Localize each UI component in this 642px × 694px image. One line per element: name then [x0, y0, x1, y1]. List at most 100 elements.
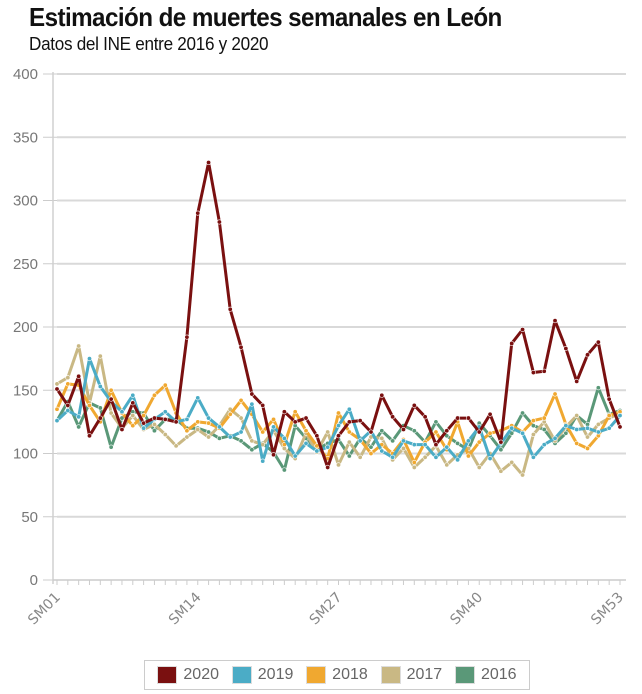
data-point[interactable] [314, 448, 320, 454]
data-point[interactable] [563, 430, 569, 436]
data-point[interactable] [455, 415, 461, 421]
data-point[interactable] [574, 440, 580, 446]
data-point[interactable] [379, 428, 385, 434]
data-point[interactable] [335, 462, 341, 468]
data-point[interactable] [184, 334, 190, 340]
data-point[interactable] [108, 396, 114, 402]
data-point[interactable] [520, 430, 526, 436]
data-point[interactable] [400, 445, 406, 451]
data-point[interactable] [574, 426, 580, 432]
data-point[interactable] [422, 414, 428, 420]
data-point[interactable] [271, 416, 277, 422]
data-point[interactable] [346, 419, 352, 425]
data-point[interactable] [541, 415, 547, 421]
data-point[interactable] [260, 402, 266, 408]
data-point[interactable] [509, 425, 515, 431]
data-point[interactable] [54, 381, 60, 387]
data-point[interactable] [552, 391, 558, 397]
data-point[interactable] [368, 444, 374, 450]
data-point[interactable] [216, 424, 222, 430]
data-point[interactable] [238, 429, 244, 435]
data-point[interactable] [281, 467, 287, 473]
data-point[interactable] [335, 423, 341, 429]
data-point[interactable] [357, 438, 363, 444]
data-point[interactable] [617, 413, 623, 419]
data-point[interactable] [520, 327, 526, 333]
data-point[interactable] [216, 219, 222, 225]
data-point[interactable] [606, 413, 612, 419]
data-point[interactable] [271, 452, 277, 458]
data-point[interactable] [108, 444, 114, 450]
data-point[interactable] [97, 415, 103, 421]
data-point[interactable] [465, 453, 471, 459]
data-point[interactable] [54, 386, 60, 392]
data-point[interactable] [260, 429, 266, 435]
data-point[interactable] [314, 433, 320, 439]
data-point[interactable] [271, 424, 277, 430]
data-point[interactable] [141, 425, 147, 431]
data-point[interactable] [487, 430, 493, 436]
data-point[interactable] [455, 440, 461, 446]
data-point[interactable] [357, 418, 363, 424]
data-point[interactable] [595, 339, 601, 345]
data-point[interactable] [520, 410, 526, 416]
data-point[interactable] [509, 340, 515, 346]
data-point[interactable] [379, 392, 385, 398]
data-point[interactable] [54, 406, 60, 412]
data-point[interactable] [206, 420, 212, 426]
data-point[interactable] [411, 428, 417, 434]
data-point[interactable] [162, 416, 168, 422]
data-point[interactable] [292, 453, 298, 459]
data-point[interactable] [65, 407, 71, 413]
data-point[interactable] [184, 434, 190, 440]
data-point[interactable] [368, 450, 374, 456]
data-point[interactable] [520, 472, 526, 478]
data-point[interactable] [465, 415, 471, 421]
data-point[interactable] [249, 447, 255, 453]
data-point[interactable] [357, 454, 363, 460]
data-point[interactable] [76, 414, 82, 420]
data-point[interactable] [325, 429, 331, 435]
data-point[interactable] [498, 439, 504, 445]
data-point[interactable] [238, 438, 244, 444]
data-point[interactable] [476, 464, 482, 470]
data-point[interactable] [227, 434, 233, 440]
data-point[interactable] [227, 411, 233, 417]
data-point[interactable] [97, 405, 103, 411]
data-point[interactable] [379, 435, 385, 441]
data-point[interactable] [541, 442, 547, 448]
data-point[interactable] [303, 415, 309, 421]
data-point[interactable] [390, 438, 396, 444]
data-point[interactable] [325, 444, 331, 450]
data-point[interactable] [563, 423, 569, 429]
data-point[interactable] [530, 423, 536, 429]
data-point[interactable] [563, 346, 569, 352]
data-point[interactable] [130, 423, 136, 429]
data-point[interactable] [249, 438, 255, 444]
data-point[interactable] [303, 440, 309, 446]
data-point[interactable] [119, 415, 125, 421]
data-point[interactable] [108, 387, 114, 393]
data-point[interactable] [465, 438, 471, 444]
data-point[interactable] [206, 160, 212, 166]
data-point[interactable] [292, 419, 298, 425]
data-point[interactable] [606, 396, 612, 402]
data-point[interactable] [119, 409, 125, 415]
data-point[interactable] [195, 210, 201, 216]
data-point[interactable] [368, 429, 374, 435]
data-point[interactable] [292, 409, 298, 415]
data-point[interactable] [379, 448, 385, 454]
data-point[interactable] [346, 406, 352, 412]
data-point[interactable] [162, 432, 168, 438]
data-point[interactable] [487, 411, 493, 417]
data-point[interactable] [411, 464, 417, 470]
data-point[interactable] [119, 426, 125, 432]
data-point[interactable] [206, 434, 212, 440]
data-point[interactable] [595, 421, 601, 427]
data-point[interactable] [97, 383, 103, 389]
data-point[interactable] [585, 445, 591, 451]
data-point[interactable] [530, 454, 536, 460]
data-point[interactable] [206, 429, 212, 435]
data-point[interactable] [325, 464, 331, 470]
data-point[interactable] [433, 419, 439, 425]
